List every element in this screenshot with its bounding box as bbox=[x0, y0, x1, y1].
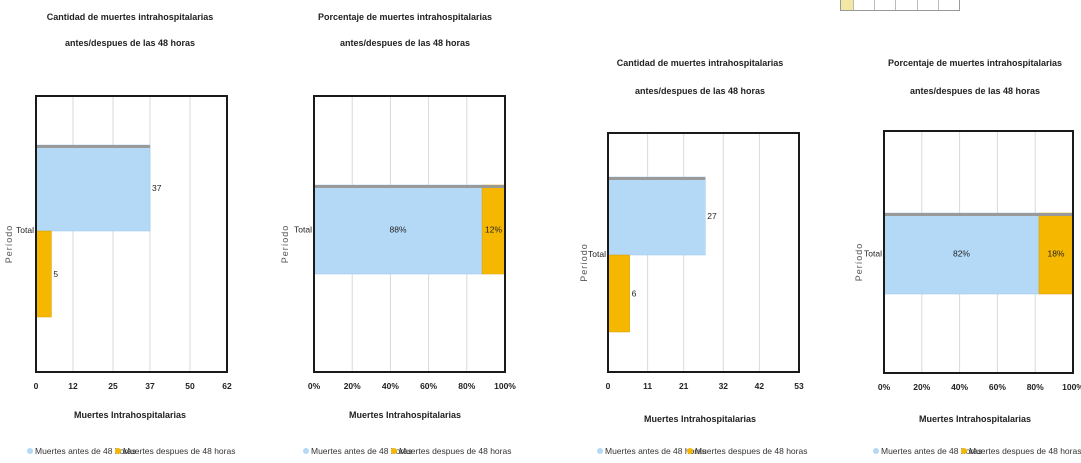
x-tick-label: 37 bbox=[145, 381, 155, 391]
legend-swatch bbox=[873, 448, 879, 454]
bar-before-48h bbox=[313, 184, 483, 275]
x-tick-label: 0 bbox=[34, 381, 39, 391]
count-chart-left: Cantidad de muertes intrahospitalarias an… bbox=[4, 12, 235, 456]
data-label: 12% bbox=[485, 225, 502, 235]
chart-title: Porcentaje de muertes intrahospitalarias bbox=[318, 12, 492, 22]
x-tick-label: 21 bbox=[679, 381, 689, 391]
plot-frame bbox=[883, 130, 1074, 374]
bar-top-edge bbox=[36, 145, 150, 148]
category-label: Total bbox=[588, 249, 606, 259]
x-tick-label: 12 bbox=[68, 381, 78, 391]
partial-table bbox=[840, 0, 960, 11]
legend-swatch bbox=[27, 448, 33, 454]
chart-title: antes/despues de las 48 horas bbox=[340, 38, 470, 48]
legend-entry: Muertes despues de 48 horas bbox=[695, 446, 807, 456]
legend-swatch bbox=[961, 448, 967, 454]
legend-entry: Muertes despues de 48 horas bbox=[399, 446, 511, 456]
table-cell bbox=[874, 0, 895, 10]
percent-chart-left: Porcentaje de muertes intrahospitalarias… bbox=[280, 12, 516, 456]
bar-before-48h bbox=[35, 144, 151, 232]
category-label: Total bbox=[294, 225, 312, 235]
chart-title: Cantidad de muertes intrahospitalarias bbox=[617, 58, 784, 68]
y-axis-label: Período bbox=[579, 243, 589, 282]
x-tick-label: 100% bbox=[1062, 382, 1081, 392]
x-tick-label: 53 bbox=[794, 381, 804, 391]
bar-before-48h bbox=[607, 176, 706, 256]
x-tick-label: 20% bbox=[913, 382, 930, 392]
x-tick-label: 25 bbox=[108, 381, 118, 391]
legend-swatch bbox=[115, 448, 121, 454]
x-axis-label: Muertes Intrahospitalarias bbox=[349, 410, 461, 420]
legend-swatch bbox=[687, 448, 693, 454]
bar-after-48h bbox=[35, 230, 52, 318]
bar-after-48h bbox=[607, 254, 630, 333]
table-cell bbox=[853, 0, 874, 10]
category-label: Total bbox=[864, 249, 882, 259]
bar-top-edge bbox=[314, 185, 505, 188]
x-tick-label: 80% bbox=[458, 381, 475, 391]
y-axis-label: Período bbox=[854, 243, 864, 282]
x-tick-label: 0% bbox=[878, 382, 891, 392]
legend-entry: Muertes despues de 48 horas bbox=[969, 446, 1081, 456]
legend-swatch bbox=[391, 448, 397, 454]
data-label: 37 bbox=[152, 183, 162, 193]
x-tick-label: 60% bbox=[989, 382, 1006, 392]
x-tick-label: 0 bbox=[606, 381, 611, 391]
x-axis-label: Muertes Intrahospitalarias bbox=[644, 414, 756, 424]
bar-top-edge bbox=[608, 177, 706, 180]
x-tick-label: 20% bbox=[344, 381, 361, 391]
chart-title: antes/despues de las 48 horas bbox=[635, 86, 765, 96]
x-axis-label: Muertes Intrahospitalarias bbox=[919, 414, 1031, 424]
y-axis-label: Período bbox=[4, 225, 14, 264]
x-tick-label: 11 bbox=[643, 381, 652, 391]
data-label: 18% bbox=[1047, 249, 1064, 259]
x-tick-label: 42 bbox=[755, 381, 765, 391]
chart-title: Porcentaje de muertes intrahospitalarias bbox=[888, 58, 1062, 68]
x-axis-label: Muertes Intrahospitalarias bbox=[74, 410, 186, 420]
data-label: 88% bbox=[390, 225, 407, 235]
plot-frame bbox=[313, 95, 506, 373]
category-label: Total bbox=[16, 225, 34, 235]
legend-swatch bbox=[303, 448, 309, 454]
table-cell bbox=[937, 0, 959, 10]
chart-title: antes/despues de las 48 horas bbox=[910, 86, 1040, 96]
x-tick-label: 40% bbox=[951, 382, 968, 392]
chart-title: Cantidad de muertes intrahospitalarias bbox=[47, 12, 214, 22]
table-cell bbox=[895, 0, 916, 10]
table-cell bbox=[916, 0, 938, 10]
legend-entry: Muertes antes de 48 horas bbox=[311, 446, 412, 456]
percent-chart-right: Porcentaje de muertes intrahospitalarias… bbox=[854, 58, 1081, 456]
x-tick-label: 40% bbox=[382, 381, 399, 391]
legend-entry: Muertes antes de 48 horas bbox=[605, 446, 706, 456]
data-label: 27 bbox=[707, 211, 717, 221]
data-label: 82% bbox=[953, 249, 970, 259]
count-chart-right: Cantidad de muertes intrahospitalarias an… bbox=[579, 58, 807, 456]
x-tick-label: 100% bbox=[494, 381, 516, 391]
plot-frame bbox=[35, 95, 228, 373]
plot-frame bbox=[607, 132, 800, 373]
legend-entry: Muertes antes de 48 horas bbox=[35, 446, 136, 456]
legend-entry: Muertes antes de 48 horas bbox=[881, 446, 982, 456]
y-axis-label: Período bbox=[280, 225, 290, 264]
data-label: 5 bbox=[53, 269, 58, 279]
chart-title: antes/despues de las 48 horas bbox=[65, 38, 195, 48]
x-tick-label: 0% bbox=[308, 381, 321, 391]
legend-swatch bbox=[597, 448, 603, 454]
x-tick-label: 32 bbox=[719, 381, 729, 391]
table-cell bbox=[841, 0, 853, 10]
x-tick-label: 80% bbox=[1027, 382, 1044, 392]
bar-top-edge bbox=[884, 213, 1073, 216]
x-tick-label: 62 bbox=[222, 381, 232, 391]
data-label: 6 bbox=[632, 289, 637, 299]
bar-before-48h bbox=[883, 212, 1040, 295]
x-tick-label: 50 bbox=[185, 381, 195, 391]
legend-entry: Muertes despues de 48 horas bbox=[123, 446, 235, 456]
x-tick-label: 60% bbox=[420, 381, 437, 391]
